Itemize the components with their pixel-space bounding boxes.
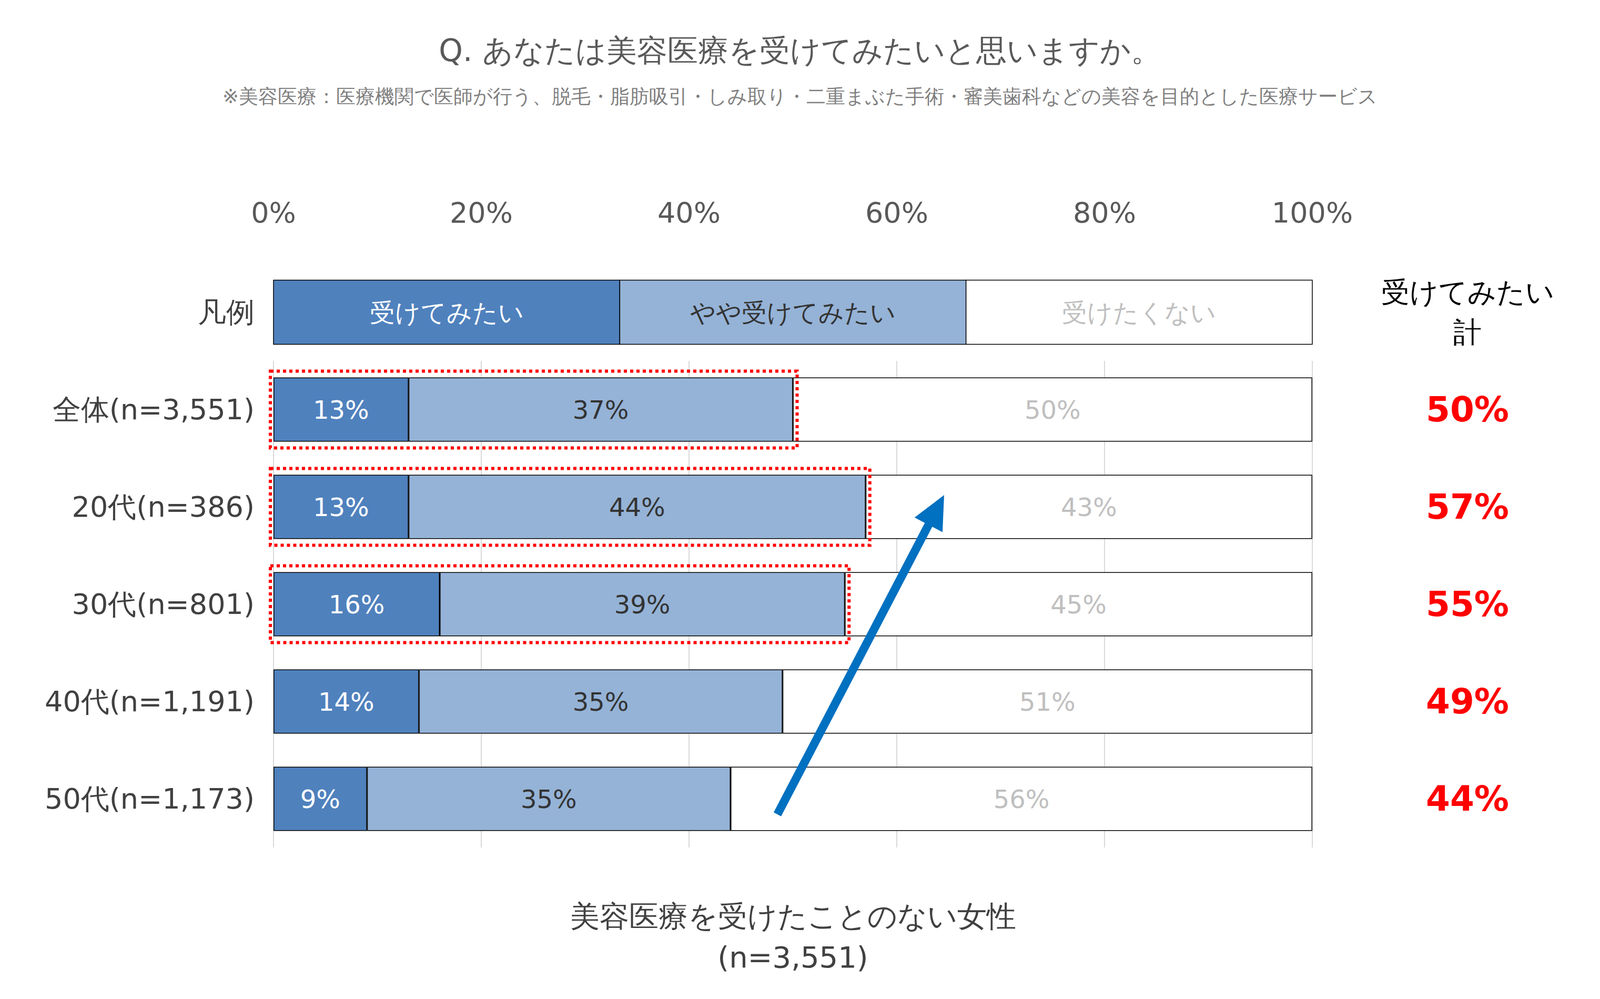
svg-text:50%: 50% [1425,389,1510,430]
svg-text:80%: 80% [1072,196,1137,230]
svg-text:※美容医療：医療機関で医師が行う、脱毛・脂肪吸引・しみ取り・: ※美容医療：医療機関で医師が行う、脱毛・脂肪吸引・しみ取り・二重まぶた手術・審美… [222,85,1378,108]
svg-text:20代(n=386): 20代(n=386) [72,490,255,524]
svg-text:0%: 0% [250,196,297,230]
svg-text:16%: 16% [328,589,386,620]
svg-text:やや受けてみたい: やや受けてみたい [690,297,896,328]
svg-text:9%: 9% [300,784,341,814]
svg-text:57%: 57% [1425,486,1510,528]
svg-text:40%: 40% [657,196,721,230]
svg-text:20%: 20% [449,196,513,230]
svg-text:43%: 43% [1060,492,1118,522]
svg-text:44%: 44% [1425,778,1510,819]
svg-text:凡例: 凡例 [197,295,255,329]
svg-text:Q. あなたは美容医療を受けてみたいと思いますか。: Q. あなたは美容医療を受けてみたいと思いますか。 [438,32,1162,69]
svg-text:受けてみたい: 受けてみたい [369,297,524,328]
svg-text:30代(n=801): 30代(n=801) [72,587,255,621]
svg-text:受けたくない: 受けたくない [1061,297,1217,328]
svg-text:13%: 13% [312,395,370,425]
svg-text:100%: 100% [1271,196,1353,230]
svg-text:39%: 39% [614,589,671,620]
svg-text:44%: 44% [609,492,666,522]
svg-text:50%: 50% [1024,395,1081,425]
svg-text:37%: 37% [572,395,630,425]
svg-text:40代(n=1,191): 40代(n=1,191) [44,684,255,718]
svg-text:(n=3,551): (n=3,551) [717,939,868,975]
svg-text:55%: 55% [1425,583,1510,625]
svg-text:13%: 13% [312,492,370,522]
svg-text:51%: 51% [1019,686,1076,717]
svg-text:美容医療を受けたことのない女性: 美容医療を受けたことのない女性 [570,898,1017,934]
svg-text:35%: 35% [572,686,630,717]
svg-text:受けてみたい: 受けてみたい [1381,275,1555,309]
svg-text:60%: 60% [865,196,929,230]
svg-text:49%: 49% [1425,681,1510,722]
svg-text:全体(n=3,551): 全体(n=3,551) [52,392,255,427]
svg-text:50代(n=1,173): 50代(n=1,173) [44,782,255,816]
svg-text:計: 計 [1453,315,1482,349]
svg-text:45%: 45% [1050,589,1107,620]
svg-text:14%: 14% [318,686,375,717]
svg-text:35%: 35% [520,784,577,814]
svg-text:56%: 56% [993,784,1050,814]
